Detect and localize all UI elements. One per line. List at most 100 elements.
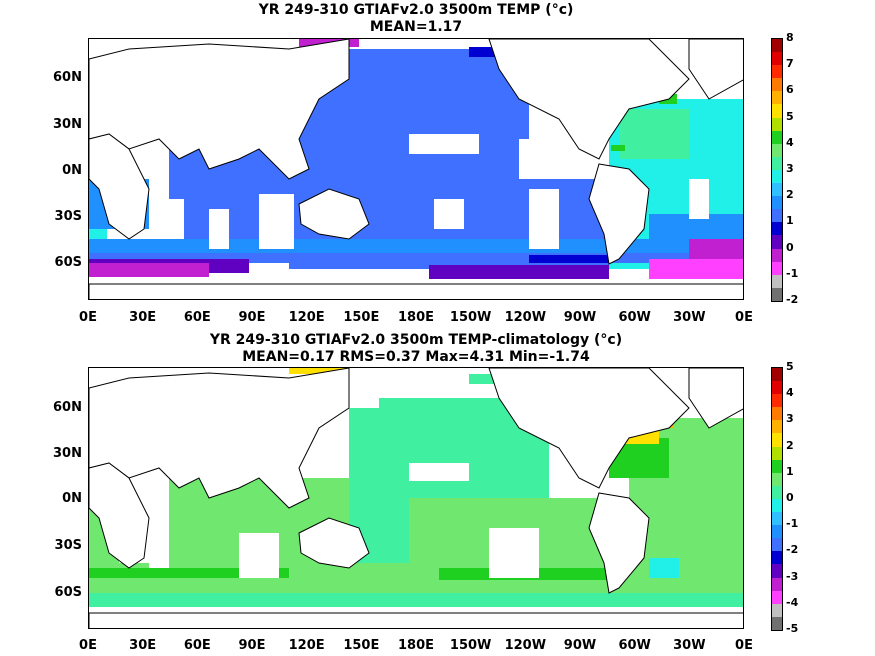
top-colorbar-tick: 2 [786, 188, 794, 202]
top-colorbar-tick: 1 [786, 214, 794, 228]
north-america [488, 368, 690, 489]
top-colorbar-swatch [772, 104, 782, 118]
top-colorbar-tick: 7 [786, 57, 794, 71]
bottom-lon-label: 180E [397, 638, 435, 653]
top-lat-0N: 0N [62, 163, 82, 178]
bottom-lon-label: 30E [129, 638, 157, 653]
bottom-colorbar [771, 367, 783, 631]
top-lon-label: 60W [618, 310, 651, 325]
bottom-colorbar-tick: 5 [786, 360, 794, 373]
bottom-lon-label: 150W [449, 638, 492, 653]
top-map [88, 38, 744, 300]
bottom-lat-30S: 30S [54, 538, 82, 553]
top-lon-label: 30E [129, 310, 157, 325]
bottom-colorbar-tick: -4 [786, 595, 799, 609]
top-colorbar-swatch [772, 196, 782, 210]
bottom-lat-60N: 60N [53, 400, 82, 415]
top-map-svg [89, 39, 743, 299]
top-colorbar-swatch [772, 183, 782, 197]
bottom-lon-label: 60E [183, 638, 211, 653]
bottom-lon-label: 120W [504, 638, 547, 653]
top-land [89, 39, 743, 299]
top-colorbar-tick: 8 [786, 31, 794, 44]
australia [298, 517, 370, 569]
top-colorbar-tick: 6 [786, 83, 794, 97]
top-colorbar-swatch [772, 91, 782, 105]
south-america [588, 492, 650, 594]
top-colorbar-swatch [772, 274, 782, 288]
top-colorbar-tick: 3 [786, 162, 794, 175]
top-colorbar-swatch [772, 39, 782, 53]
bottom-colorbar-tick: 2 [786, 438, 794, 452]
bottom-colorbar-swatch [772, 407, 782, 421]
top-colorbar-swatch [772, 169, 782, 184]
top-colorbar-swatch [772, 235, 782, 249]
top-lat-60S: 60S [54, 255, 82, 270]
top-lon-label: 60E [183, 310, 211, 325]
bottom-colorbar-swatch [772, 551, 782, 565]
bottom-colorbar-swatch [772, 498, 782, 513]
top-colorbar-swatch [772, 65, 782, 79]
south-america [588, 163, 650, 265]
bottom-lat-30N: 30N [53, 446, 82, 461]
africa [89, 133, 150, 240]
top-lat-30S: 30S [54, 209, 82, 224]
top-colorbar-tick: 4 [786, 135, 794, 149]
top-colorbar-swatch [772, 117, 782, 131]
eurasia-africa-north [89, 39, 350, 180]
bottom-map [88, 367, 744, 629]
bottom-colorbar-swatch [772, 394, 782, 408]
north-america [488, 39, 690, 160]
top-lon-label: 180E [397, 310, 435, 325]
bottom-lon-label: 120E [288, 638, 325, 653]
top-lon-label: 90W [563, 310, 597, 325]
top-colorbar-swatch [772, 287, 782, 301]
bottom-colorbar-tick: -2 [786, 543, 799, 557]
bottom-lat-60S: 60S [54, 585, 82, 600]
greenland-europe [688, 39, 743, 100]
bottom-colorbar-tick: 1 [786, 464, 794, 478]
bottom-lon-label: 150E [343, 638, 380, 653]
top-colorbar-tick: -1 [786, 266, 799, 280]
top-lon-label: 90E [238, 310, 266, 325]
top-title-line1: YR 249-310 GTIAFv2.0 3500m TEMP (°c) [258, 2, 574, 18]
bottom-title-line1: YR 249-310 GTIAFv2.0 3500m TEMP-climatol… [209, 332, 623, 348]
bottom-land [89, 368, 743, 628]
bottom-lon-label: 90E [238, 638, 266, 653]
bottom-colorbar-swatch [772, 459, 782, 473]
bottom-colorbar-tick: 3 [786, 412, 794, 426]
top-lat-60N: 60N [53, 70, 82, 85]
top-lon-label: 120W [504, 310, 547, 325]
top-colorbar-swatch [772, 209, 782, 223]
top-lon-label: 150E [343, 310, 380, 325]
top-colorbar-swatch [772, 248, 782, 262]
bottom-title-line2: MEAN=0.17 RMS=0.37 Max=4.31 Min=-1.74 [242, 349, 590, 365]
top-lon-label: 0E [79, 310, 97, 325]
bottom-colorbar-swatch [772, 420, 782, 434]
bottom-colorbar-swatch [772, 368, 782, 382]
bottom-colorbar-swatch [772, 577, 782, 591]
bottom-colorbar-swatch [772, 446, 782, 460]
bottom-lon-label: 30W [673, 638, 706, 653]
antarctica [89, 283, 743, 299]
bottom-colorbar-swatch [772, 485, 782, 499]
bottom-lon-label: 0E [79, 638, 97, 653]
bottom-lon-label: 0E [735, 638, 753, 653]
bottom-colorbar-tick: 4 [786, 386, 794, 400]
top-colorbar [771, 38, 783, 302]
greenland-europe [688, 368, 743, 429]
bottom-colorbar-swatch [772, 512, 782, 526]
bottom-colorbar-swatch [772, 381, 782, 395]
top-colorbar-swatch [772, 156, 782, 170]
top-lon-label: 30W [673, 310, 706, 325]
bottom-colorbar-swatch [772, 433, 782, 447]
top-colorbar-swatch [772, 222, 782, 236]
top-lon-label: 120E [288, 310, 325, 325]
bottom-colorbar-tick: 0 [786, 491, 794, 504]
top-colorbar-swatch [772, 130, 782, 144]
bottom-colorbar-swatch [772, 525, 782, 539]
top-colorbar-swatch [772, 78, 782, 92]
bottom-colorbar-swatch [772, 538, 782, 552]
bottom-colorbar-swatch [772, 472, 782, 486]
bottom-lon-label: 60W [618, 638, 651, 653]
